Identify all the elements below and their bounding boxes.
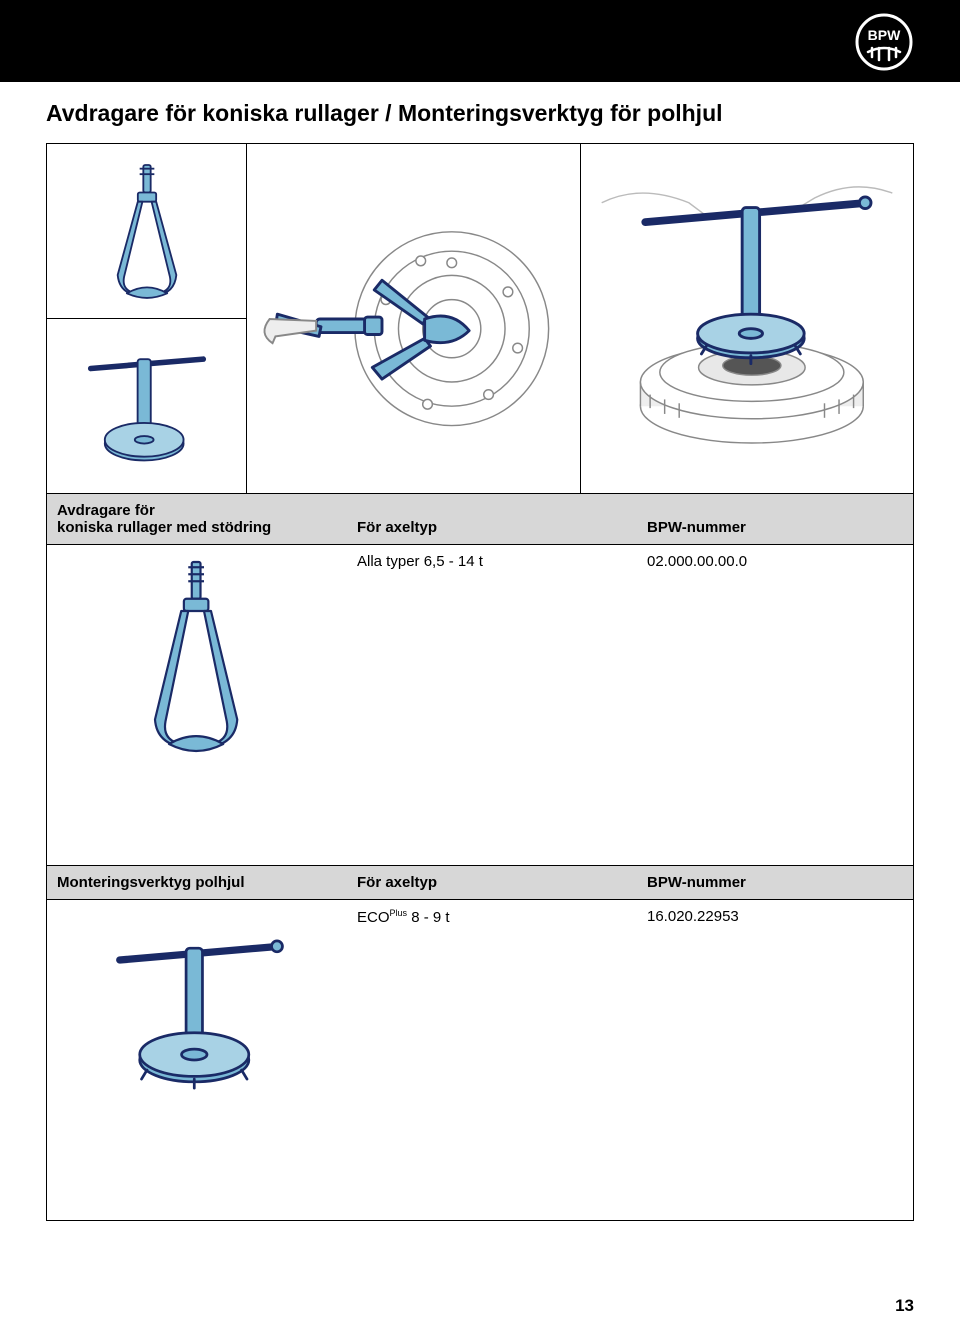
page-title: Avdragare för koniska rullager / Monteri… (46, 100, 914, 127)
bpw-logo: BPW (854, 12, 914, 72)
illus-mount-tool-small (47, 319, 246, 493)
table1-header: Avdragare för koniska rullager med stödr… (47, 494, 913, 545)
table1-h-c1-l2: koniska rullager med stödring (57, 519, 271, 536)
table2-header: Monteringsverktyg polhjul För axeltyp BP… (47, 865, 913, 900)
table1-row: Alla typer 6,5 - 14 t 02.000.00.00.0 (47, 545, 913, 865)
header-band: BPW (0, 0, 960, 82)
table1-row-bpwnr: 02.000.00.00.0 (637, 545, 913, 865)
table1-header-col2: För axeltyp (347, 494, 637, 544)
illus-puller-small (47, 144, 246, 319)
illus-puller-on-hub (247, 144, 581, 493)
table2-header-col2: För axeltyp (347, 866, 637, 899)
table1-h-c1-l1: Avdragare för (57, 502, 155, 519)
illustration-row (47, 144, 913, 494)
table2-h-c1-l2: Monteringsverktyg polhjul (57, 874, 245, 891)
table2-row-illus (47, 900, 347, 1220)
page-number: 13 (895, 1296, 914, 1316)
table1-row-axeltyp: Alla typer 6,5 - 14 t (347, 545, 637, 865)
table2-header-col1: Monteringsverktyg polhjul (47, 866, 347, 899)
content-area: Avdragare för koniska rullager / Monteri… (0, 100, 960, 1221)
illus-col-left (47, 144, 247, 493)
illus-mount-on-disc (581, 144, 914, 493)
main-box: Avdragare för koniska rullager med stödr… (46, 143, 914, 1221)
table1-header-col1: Avdragare för koniska rullager med stödr… (47, 494, 347, 544)
table2-row: ECOPlus 8 - 9 t 16.020.22953 (47, 900, 913, 1220)
page: BPW Avdragare för koniska rullager / Mon… (0, 0, 960, 1342)
table2-row-bpwnr: 16.020.22953 (637, 900, 913, 1220)
table2-header-col3: BPW-nummer (637, 866, 913, 899)
table1-header-col3: BPW-nummer (637, 494, 913, 544)
table2-row-axeltyp: ECOPlus 8 - 9 t (347, 900, 637, 1220)
table1-row-illus (47, 545, 347, 865)
logo-text: BPW (868, 27, 901, 43)
